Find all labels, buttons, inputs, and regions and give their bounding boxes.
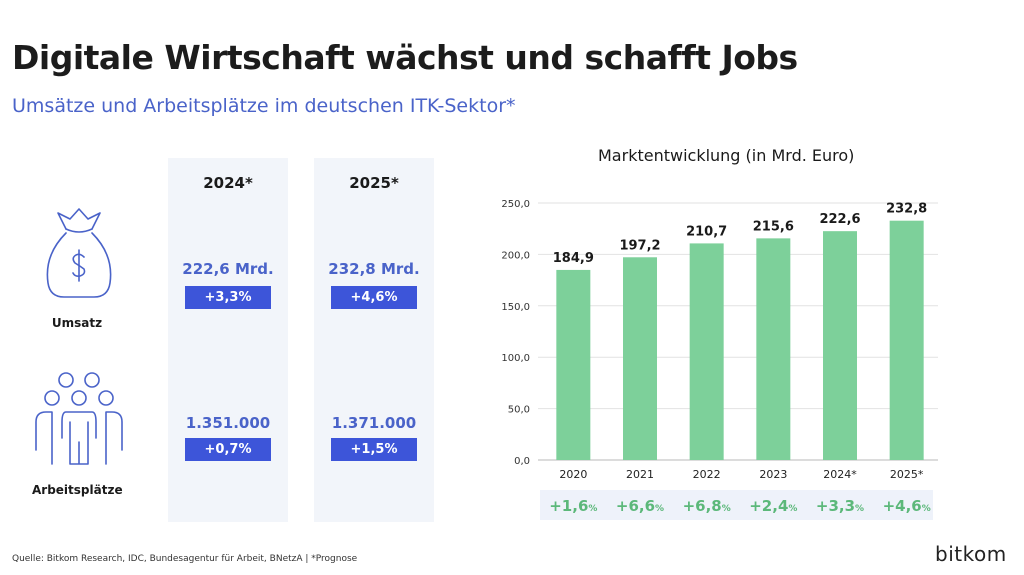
bar-value-label: 184,9 [553,251,594,266]
bar-value-label: 197,2 [619,238,660,253]
umsatz-2025-value: 232,8 Mrd. [328,260,420,278]
chart-title: Marktentwicklung (in Mrd. Euro) [598,146,855,165]
growth-label: +3,3% [815,497,865,515]
y-tick-label: 150,0 [501,302,530,313]
growth-label: +1,6% [549,497,598,515]
growth-label: +6,6% [615,497,665,515]
source-footnote: Quelle: Bitkom Research, IDC, Bundesagen… [12,554,358,564]
bar-value-label: 210,7 [686,224,727,239]
x-tick-label: 2022 [693,468,721,481]
jobs-2025-change-badge: +1,5% [331,438,417,461]
row-label-arbeitsplaetze: Arbeitsplätze [32,483,123,497]
y-tick-label: 250,0 [501,199,530,210]
jobs-2025-value: 1.371.000 [331,414,417,432]
bar-2022 [689,243,724,460]
column-header-2024: 2024* [203,174,253,192]
bar-2021 [623,257,657,460]
bar-value-label: 232,8 [886,202,927,217]
money-bag-icon [46,208,112,298]
market-bar-chart: 0,0 50,0 100,0 150,0 200,0 250,0 184,9 2020 197,… [501,199,938,481]
x-tick-label: 2021 [626,468,654,481]
bar-2020 [556,269,591,460]
growth-label: +6,8% [682,497,731,515]
x-tick-label: 2025* [890,468,924,481]
column-header-2025: 2025* [349,174,399,192]
column-2025-background [314,158,434,522]
y-tick-label: 50,0 [508,405,530,416]
page-title: Digitale Wirtschaft wächst und schafft J… [12,38,798,77]
column-2024-background [168,158,288,522]
x-tick-label: 2023 [759,468,787,481]
x-tick-label: 2020 [559,468,587,481]
bar-2024* [823,231,857,460]
umsatz-2025-change-badge: +4,6% [331,286,417,309]
jobs-2024-change-badge: +0,7% [185,438,271,461]
row-label-umsatz: Umsatz [51,316,103,330]
y-tick-label: 0,0 [514,456,530,467]
page-subtitle: Umsätze und Arbeitsplätze im deutschen I… [12,95,516,117]
bar-2023 [756,238,791,460]
bar-2025* [889,220,924,460]
bar-value-label: 215,6 [753,219,794,234]
people-group-icon [35,372,123,465]
y-tick-label: 200,0 [501,250,530,261]
umsatz-2024-value: 222,6 Mrd. [182,260,274,278]
bar-value-label: 222,6 [819,212,860,227]
growth-label: +4,6% [882,497,931,515]
umsatz-2024-change-badge: +3,3% [185,286,271,309]
jobs-2024-value: 1.351.000 [185,414,271,432]
growth-label: +2,4% [749,497,798,515]
growth-strip [540,490,933,520]
x-tick-label: 2024* [823,468,857,481]
y-tick-label: 100,0 [501,353,530,364]
bitkom-logo: bitkom [935,542,1007,566]
